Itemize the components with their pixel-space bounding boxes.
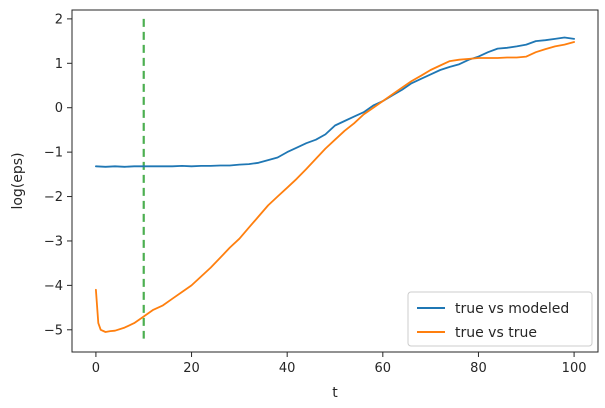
legend: true vs modeled true vs true: [407, 291, 593, 347]
x-tick-label: 100: [562, 361, 587, 376]
legend-box: [407, 291, 593, 347]
y-tick-label: 2: [55, 12, 63, 27]
y-tick-label: −5: [44, 323, 63, 338]
legend-label: true vs true: [455, 325, 537, 341]
y-tick-label: −2: [44, 190, 63, 205]
x-tick-label: 0: [92, 361, 100, 376]
y-tick-label: 0: [55, 101, 63, 116]
x-axis: 0 20 40 60 80 100: [92, 352, 587, 376]
y-tick-label: −4: [44, 279, 63, 294]
y-tick-label: −1: [44, 146, 63, 161]
y-axis: −5 −4 −3 −2 −1 0 1 2: [44, 12, 72, 338]
series-line-1: [95, 36, 575, 168]
series-line-2: [95, 41, 575, 333]
plot-frame: [71, 9, 599, 353]
y-tick-label: −3: [44, 234, 63, 249]
y-axis-label: log(eps): [10, 152, 26, 209]
x-tick-label: 80: [470, 361, 487, 376]
x-axis-label: t: [332, 385, 338, 401]
y-tick-label: 1: [55, 57, 63, 72]
x-tick-label: 40: [279, 361, 296, 376]
series-layer: [95, 36, 575, 333]
legend-label: true vs modeled: [455, 301, 569, 317]
x-tick-label: 60: [375, 361, 392, 376]
x-tick-label: 20: [183, 361, 200, 376]
